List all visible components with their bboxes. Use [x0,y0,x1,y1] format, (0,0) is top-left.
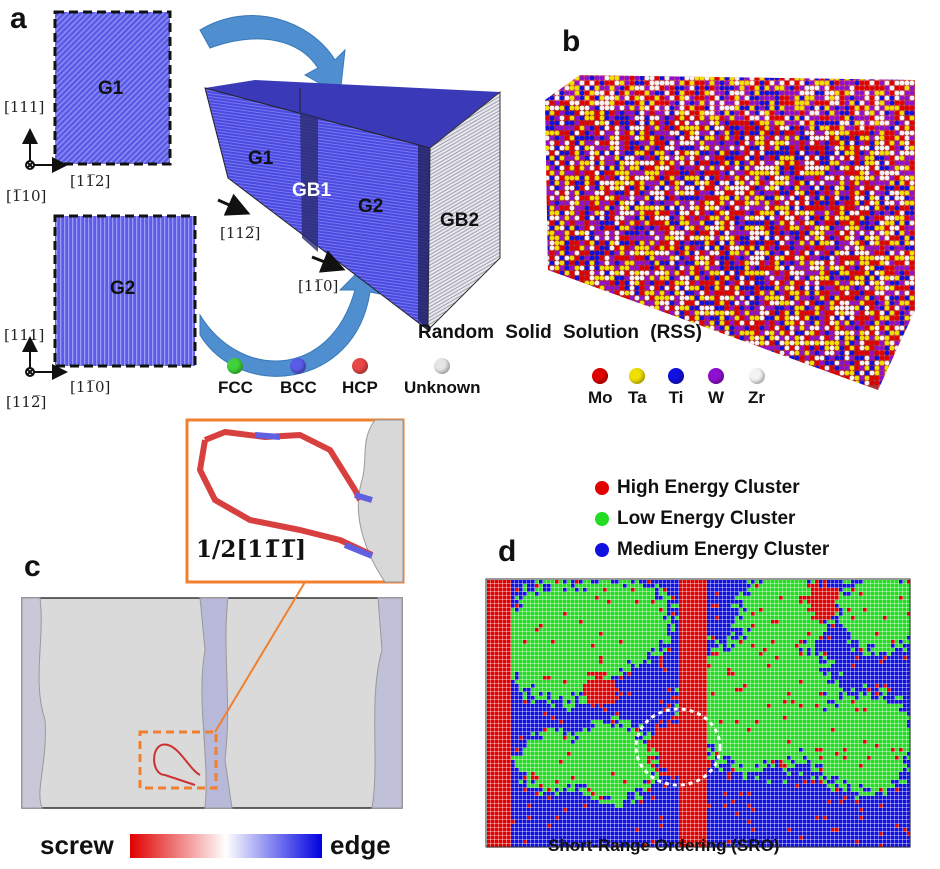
colorbar-right-label: edge [330,830,391,860]
box-g1-label: G1 [248,148,274,169]
legend-marker [748,368,765,384]
g2-axis-out: [112̅] [6,393,47,411]
zoom-region-box [138,730,218,790]
panel-d-label: d [498,535,517,568]
legend-marker [629,368,646,384]
legend-item: Zr [748,368,765,408]
legend-marker [668,368,684,384]
legend-item: W [708,368,724,408]
g2-axis-up: [111] [4,326,45,344]
legend-marker [595,480,609,495]
legend-item: BCC [280,358,317,398]
g1-axes [22,128,68,380]
grain-g2-label: G2 [110,278,136,299]
g1-axis-up: [111] [4,98,45,116]
legend-item: Ta [628,368,647,408]
grain-boundary-center [199,597,233,809]
panel-b-label: b [562,25,581,58]
box-g2-label: G2 [358,196,384,217]
legend-marker [708,368,725,384]
legend-item: Mo [588,368,613,408]
colorbar [130,834,322,858]
grain-boundary-right [371,597,403,809]
legend-marker [434,358,451,374]
panel-c-label: c [24,550,41,583]
box-gb2-label: GB2 [440,210,480,231]
bicrystal-box [204,80,501,332]
legend-marker [351,358,368,374]
legend-marker [592,368,609,384]
grain-boundary-left [21,597,46,809]
legend-low-energy: Low Energy Cluster [595,503,829,534]
sro-caption: Short-Range Ordering (SRO) [548,836,780,855]
legend-marker [595,542,609,557]
burgers-vector-label: 1/2[11̅1̅] [196,536,307,563]
rss-caption: Random Solid Solution (RSS) [418,322,702,343]
legend-item: Ti [668,368,684,408]
box-gb1-label: GB1 [292,180,332,201]
legend-marker [595,511,609,526]
box-direction-1: [112̅] [220,224,261,242]
legend-high-energy: High Energy Cluster [595,472,829,503]
legend-medium-energy: Medium Energy Cluster [595,534,829,565]
dislocation-loop-inset [197,429,374,558]
legend-marker [290,358,307,374]
legend-item: Unknown [404,358,481,398]
colorbar-left-label: screw [40,830,114,860]
cluster-legend: High Energy Cluster Low Energy Cluster M… [595,472,829,565]
g1-axis-out: [1̅10] [6,187,47,205]
g2-axis-right: [11̅0] [70,378,111,396]
box-direction-2: [11̅0] [298,277,339,295]
grain-g1-label: G1 [98,78,124,99]
g1-axis-right: [11̅2] [70,172,111,190]
grain-g1-image [53,10,172,166]
highlight-circle [634,707,722,787]
legend-item: FCC [218,358,253,398]
grain-g2-image [53,214,197,368]
panel-a-label: a [10,2,27,35]
legend-marker [227,358,244,374]
legend-item: HCP [342,358,378,398]
